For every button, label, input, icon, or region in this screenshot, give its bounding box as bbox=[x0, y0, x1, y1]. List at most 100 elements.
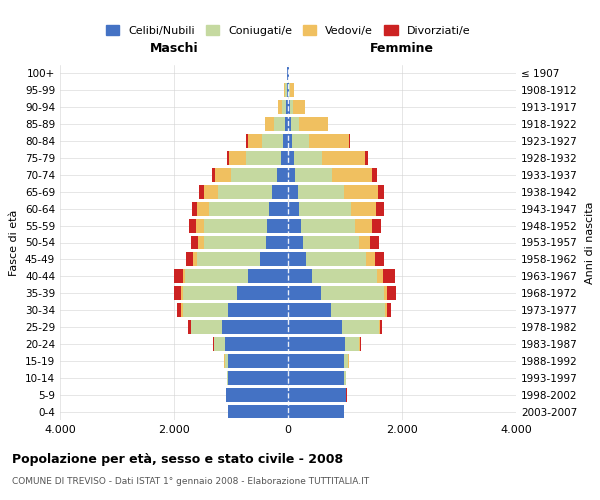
Bar bbox=[288, 371, 344, 384]
Bar bbox=[191, 236, 198, 250]
Bar bbox=[248, 270, 288, 283]
Bar bbox=[247, 134, 248, 148]
Bar bbox=[182, 303, 228, 317]
Bar bbox=[378, 185, 384, 198]
Bar bbox=[360, 337, 361, 351]
Bar bbox=[289, 84, 290, 98]
Bar bbox=[209, 202, 269, 215]
Bar bbox=[290, 84, 294, 98]
Bar bbox=[288, 404, 344, 418]
Bar bbox=[292, 134, 309, 148]
Bar bbox=[359, 236, 370, 250]
Bar bbox=[344, 371, 346, 384]
Bar bbox=[182, 286, 236, 300]
Bar bbox=[344, 185, 378, 198]
Bar bbox=[288, 117, 291, 131]
Bar bbox=[294, 151, 322, 165]
Bar bbox=[177, 303, 181, 317]
Bar bbox=[322, 151, 365, 165]
Bar bbox=[227, 151, 229, 165]
Bar bbox=[288, 100, 290, 114]
Y-axis label: Anni di nascita: Anni di nascita bbox=[584, 201, 595, 284]
Bar bbox=[295, 168, 332, 182]
Bar bbox=[247, 151, 281, 165]
Bar bbox=[181, 303, 182, 317]
Bar bbox=[191, 320, 223, 334]
Bar bbox=[260, 252, 288, 266]
Bar bbox=[309, 134, 349, 148]
Bar bbox=[284, 84, 285, 98]
Bar bbox=[342, 320, 379, 334]
Text: Femmine: Femmine bbox=[370, 42, 434, 55]
Bar bbox=[384, 286, 387, 300]
Bar bbox=[285, 84, 287, 98]
Bar bbox=[290, 100, 293, 114]
Bar bbox=[174, 270, 182, 283]
Bar bbox=[198, 236, 203, 250]
Bar bbox=[282, 100, 286, 114]
Bar bbox=[288, 354, 344, 368]
Bar bbox=[203, 185, 218, 198]
Legend: Celibi/Nubili, Coniugati/e, Vedovi/e, Divorziati/e: Celibi/Nubili, Coniugati/e, Vedovi/e, Di… bbox=[101, 21, 475, 40]
Bar bbox=[228, 404, 288, 418]
Bar bbox=[386, 303, 391, 317]
Bar bbox=[385, 303, 386, 317]
Bar bbox=[248, 134, 262, 148]
Bar bbox=[344, 354, 349, 368]
Bar bbox=[236, 286, 288, 300]
Bar bbox=[272, 185, 288, 198]
Bar bbox=[288, 337, 345, 351]
Bar bbox=[193, 252, 197, 266]
Bar bbox=[366, 252, 374, 266]
Bar bbox=[383, 270, 395, 283]
Bar bbox=[303, 236, 359, 250]
Bar bbox=[298, 185, 344, 198]
Bar bbox=[373, 168, 377, 182]
Bar bbox=[218, 185, 272, 198]
Bar bbox=[387, 286, 396, 300]
Bar bbox=[380, 320, 382, 334]
Bar bbox=[299, 117, 328, 131]
Bar bbox=[214, 337, 226, 351]
Bar bbox=[365, 151, 368, 165]
Bar bbox=[212, 168, 215, 182]
Bar bbox=[229, 151, 247, 165]
Bar bbox=[190, 218, 196, 232]
Bar bbox=[293, 100, 305, 114]
Bar bbox=[215, 168, 231, 182]
Bar bbox=[267, 218, 288, 232]
Bar bbox=[286, 100, 288, 114]
Bar bbox=[349, 134, 350, 148]
Bar bbox=[374, 252, 384, 266]
Bar bbox=[285, 117, 288, 131]
Text: COMUNE DI TREVISO - Dati ISTAT 1° gennaio 2008 - Elaborazione TUTTITALIA.IT: COMUNE DI TREVISO - Dati ISTAT 1° gennai… bbox=[12, 478, 369, 486]
Bar bbox=[370, 236, 379, 250]
Bar bbox=[225, 354, 228, 368]
Bar bbox=[226, 388, 288, 402]
Bar bbox=[274, 117, 285, 131]
Bar bbox=[188, 320, 191, 334]
Bar bbox=[288, 286, 321, 300]
Bar bbox=[228, 354, 288, 368]
Bar bbox=[204, 218, 267, 232]
Bar bbox=[291, 117, 299, 131]
Bar bbox=[213, 337, 214, 351]
Bar bbox=[228, 303, 288, 317]
Bar bbox=[299, 202, 350, 215]
Bar bbox=[197, 252, 260, 266]
Bar bbox=[288, 202, 299, 215]
Bar bbox=[312, 270, 377, 283]
Bar bbox=[196, 218, 204, 232]
Bar bbox=[191, 202, 197, 215]
Bar bbox=[301, 218, 355, 232]
Bar bbox=[288, 134, 292, 148]
Bar bbox=[288, 252, 306, 266]
Bar bbox=[379, 320, 380, 334]
Bar bbox=[288, 84, 289, 98]
Bar bbox=[288, 236, 303, 250]
Bar bbox=[288, 151, 294, 165]
Text: Popolazione per età, sesso e stato civile - 2008: Popolazione per età, sesso e stato civil… bbox=[12, 452, 343, 466]
Bar bbox=[262, 134, 283, 148]
Bar bbox=[345, 337, 359, 351]
Bar bbox=[287, 84, 288, 98]
